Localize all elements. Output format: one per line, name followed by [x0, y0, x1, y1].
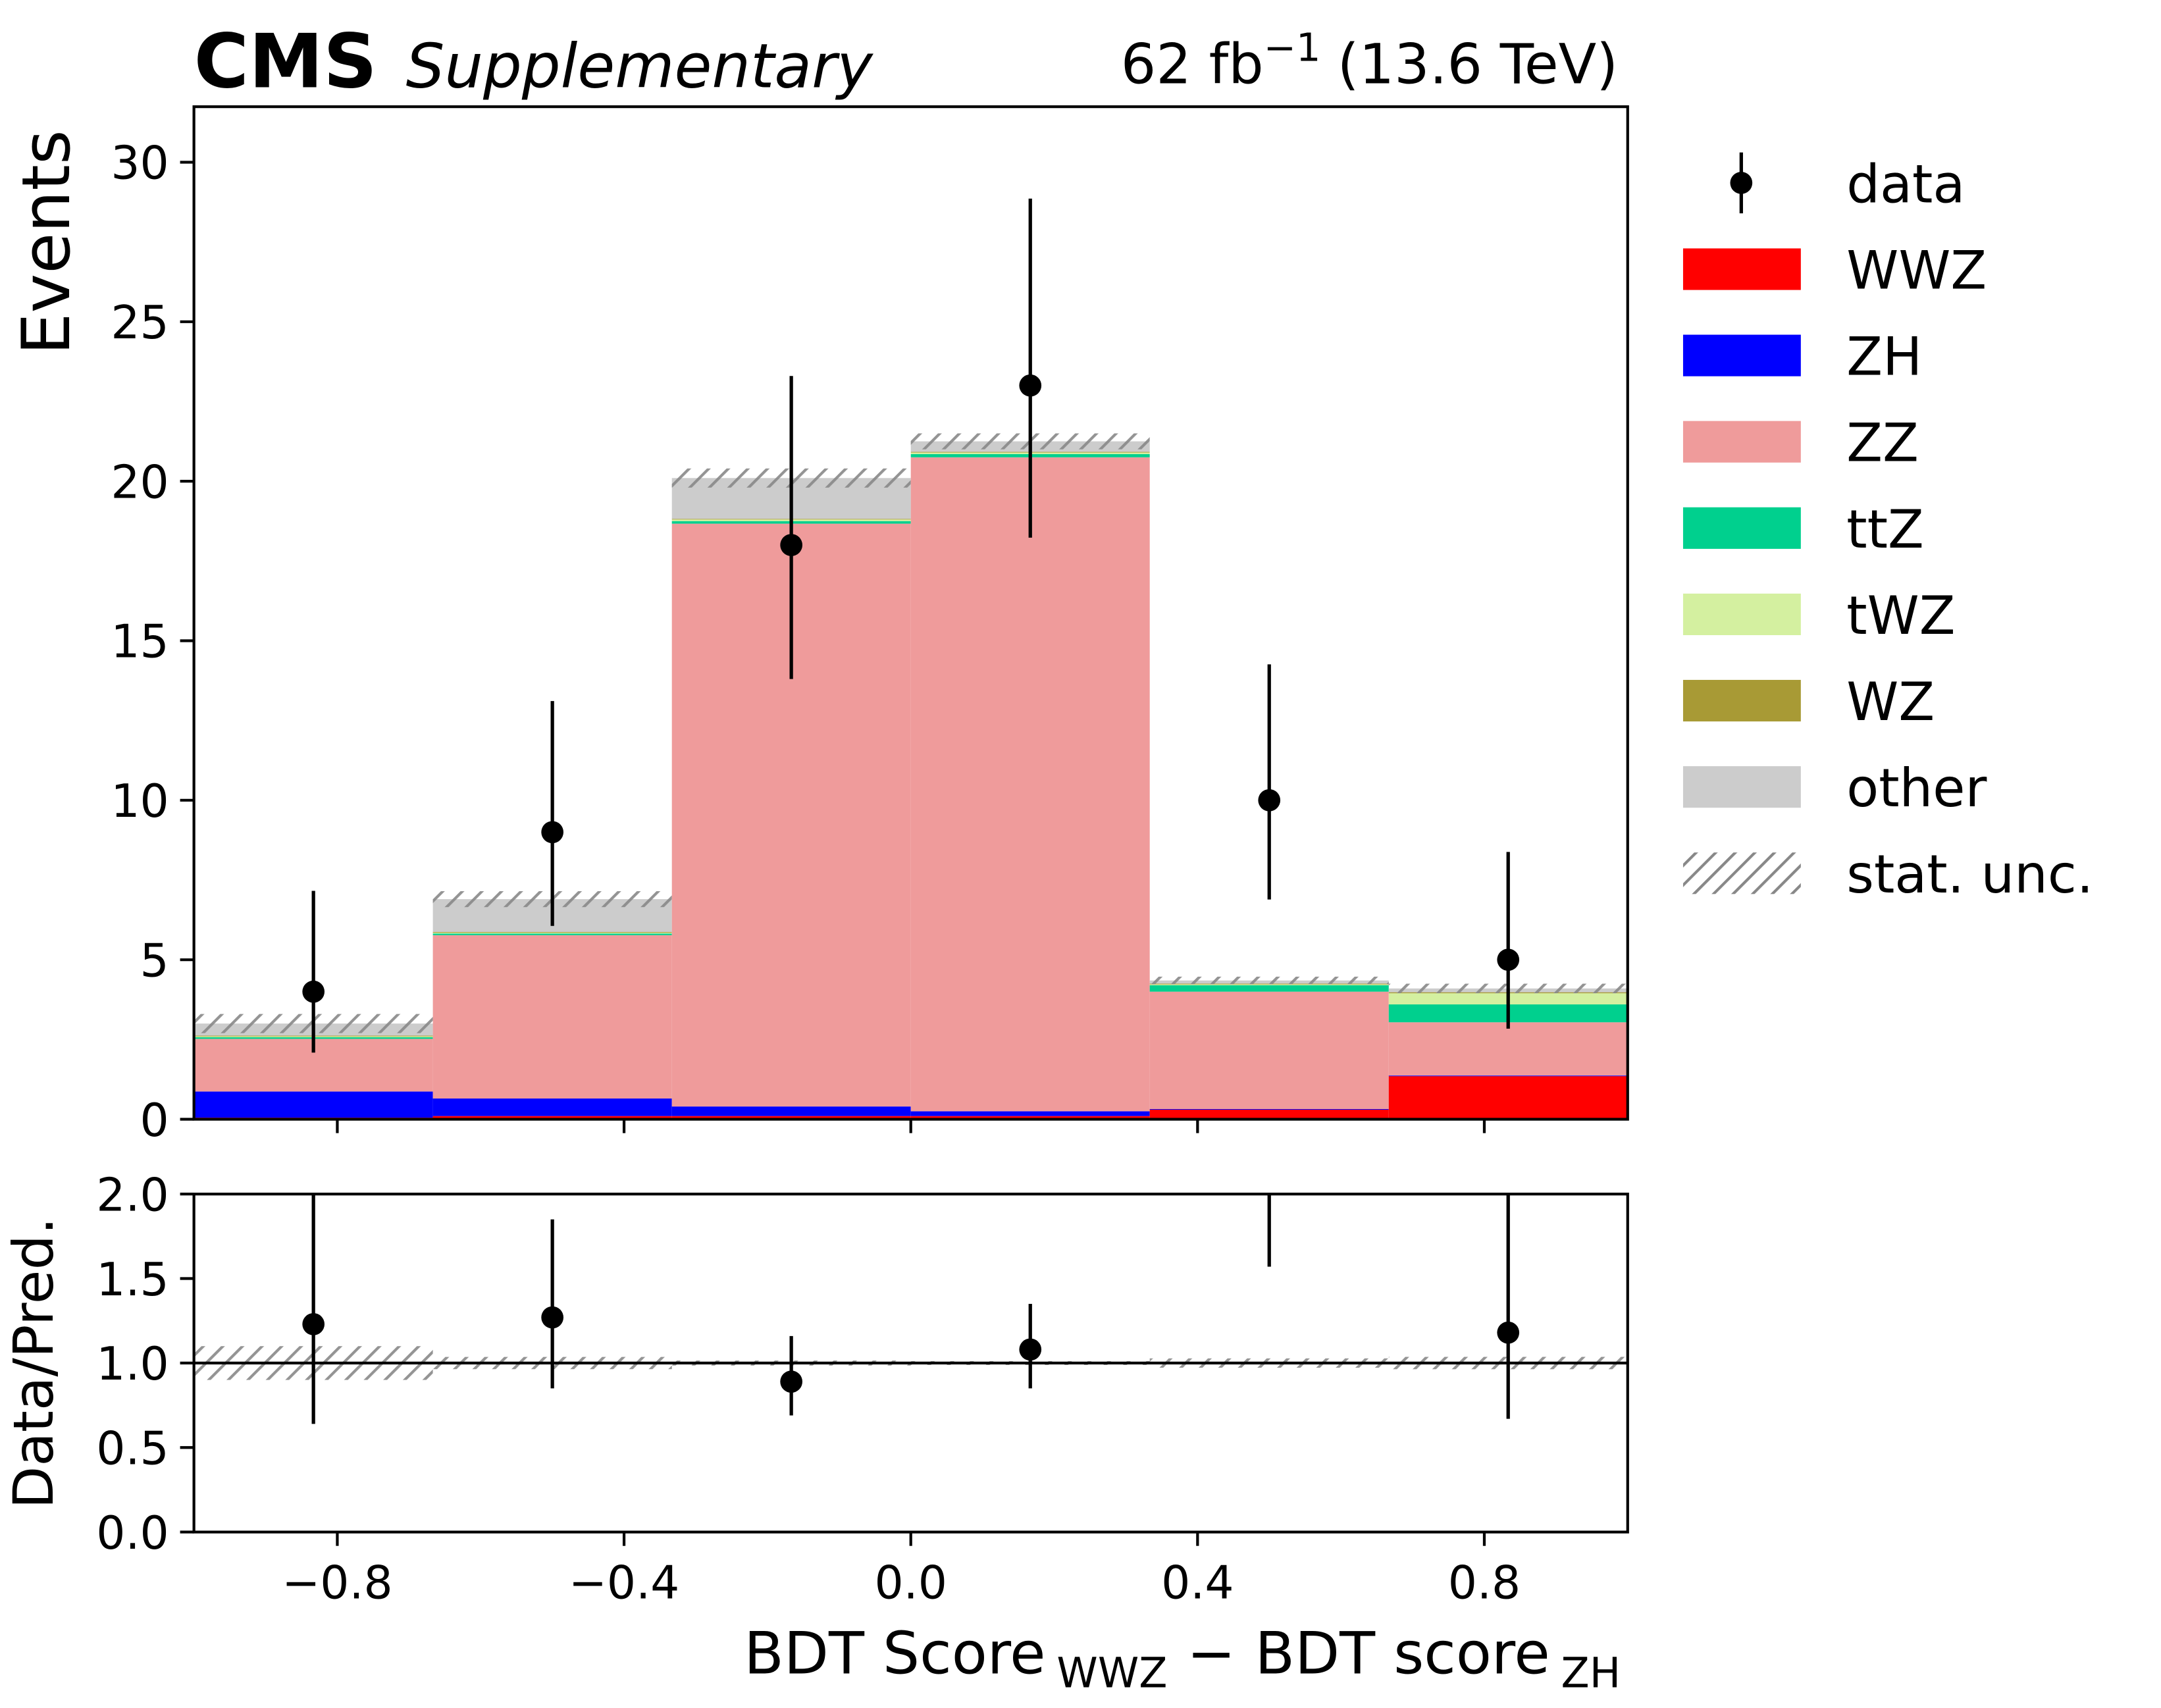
lumi-text: 62 fb	[1121, 32, 1264, 96]
x-label-part: −	[1187, 1619, 1236, 1687]
stack-segment	[1149, 984, 1389, 985]
y-tick-label: 5	[140, 935, 169, 987]
stack-segment	[910, 1111, 1150, 1116]
legend-swatch	[1682, 593, 1801, 635]
legend-label: ZH	[1846, 326, 1922, 388]
ratio-point	[1497, 1321, 1520, 1344]
data-point	[1497, 948, 1520, 971]
legend-swatch	[1682, 334, 1801, 376]
chart-subtitle: Supplementary	[406, 31, 874, 102]
legend-label: WWZ	[1846, 240, 1987, 301]
stack-segment	[194, 1091, 433, 1118]
stack-segment	[1149, 1109, 1389, 1120]
legend-label: WZ	[1846, 671, 1935, 733]
ratio-y-tick-label: 0.0	[96, 1507, 169, 1560]
stack-segment	[432, 933, 672, 935]
data-point	[1019, 374, 1042, 397]
x-label-part: BDT Score	[744, 1619, 1045, 1687]
chart-title: CMS	[194, 18, 377, 105]
ratio-y-axis-label: Data/Pred.	[1, 1217, 66, 1509]
legend-swatch	[1682, 766, 1801, 808]
x-axis-label: BDT Score WWZ − BDT score ZH	[744, 1619, 1621, 1697]
main-plot	[194, 198, 1628, 1120]
stack-segment	[432, 935, 672, 1099]
stack-segment	[432, 1116, 672, 1120]
x-tick-label: −0.4	[569, 1557, 680, 1610]
legend-swatch	[1682, 248, 1801, 290]
ratio-plot	[194, 1132, 1628, 1424]
data-point	[302, 980, 325, 1003]
legend-swatch	[1682, 679, 1801, 722]
ratio-y-tick-label: 0.5	[96, 1423, 169, 1476]
ratio-y-tick-label: 1.5	[96, 1254, 169, 1307]
x-label-sub: ZH	[1561, 1648, 1621, 1697]
x-tick-label: 0.8	[1448, 1557, 1521, 1610]
legend-label: ZZ	[1846, 413, 1919, 474]
x-tick-label: 0.0	[874, 1557, 947, 1610]
data-point	[541, 821, 564, 844]
stat-unc-band	[1149, 976, 1389, 985]
y-tick-label: 30	[111, 138, 169, 190]
stack-segment	[432, 932, 672, 933]
y-tick-label: 20	[111, 456, 169, 509]
y-tick-label: 0	[140, 1095, 169, 1147]
ratio-point	[1258, 1132, 1280, 1154]
stack-segment	[671, 1106, 911, 1116]
legend-swatch	[1682, 507, 1801, 549]
stack-segment	[1388, 1076, 1628, 1120]
lumi-sup: −1	[1264, 25, 1321, 70]
legend-data-marker	[1730, 172, 1753, 194]
ratio-y-tick-label: 1.0	[96, 1338, 169, 1391]
stack-segment	[1149, 991, 1389, 1109]
legend-label: other	[1846, 758, 1987, 819]
ratio-point	[302, 1313, 325, 1335]
ratio-point	[541, 1306, 564, 1329]
x-label-part: BDT score	[1255, 1619, 1549, 1687]
stack-segment	[1149, 1108, 1389, 1110]
ratio-point	[780, 1370, 802, 1393]
ratio-y-tick-label: 2.0	[96, 1169, 169, 1222]
data-point	[780, 534, 802, 556]
y-axis-label: Events	[7, 130, 85, 355]
x-label-sub: WWZ	[1056, 1648, 1167, 1697]
axes: 0 5 10 15 20 25 30 0.0 0.5 1.0 1.5 2.0 −0.8 −0.4 0.0 0.…	[96, 105, 2093, 1610]
stack-segment	[1388, 1075, 1628, 1077]
stack-segment	[1388, 1022, 1628, 1076]
lumi: 62 fb−1 (13.6 TeV)	[1121, 25, 1618, 97]
stack-segment	[910, 457, 1150, 1112]
legend-swatch	[1682, 852, 1801, 894]
legend-swatch	[1682, 421, 1801, 463]
y-tick-label: 25	[111, 297, 169, 349]
legend-label: stat. unc.	[1846, 844, 2093, 905]
data-point	[1258, 789, 1281, 812]
ratio-point	[1019, 1338, 1042, 1361]
legend-label: tWZ	[1846, 585, 1955, 646]
stack-segment	[671, 1116, 911, 1120]
stack-segment	[910, 1116, 1150, 1120]
stack-segment	[1149, 985, 1389, 992]
x-tick-label: −0.8	[282, 1557, 393, 1610]
x-tick-label: 0.4	[1161, 1557, 1234, 1610]
legend-label: data	[1846, 153, 1965, 215]
lumi-energy: (13.6 TeV)	[1338, 32, 1618, 96]
y-tick-label: 15	[111, 616, 169, 669]
y-tick-label: 10	[111, 775, 169, 828]
legend-label: ttZ	[1846, 499, 1924, 560]
stack-segment	[432, 1099, 672, 1116]
